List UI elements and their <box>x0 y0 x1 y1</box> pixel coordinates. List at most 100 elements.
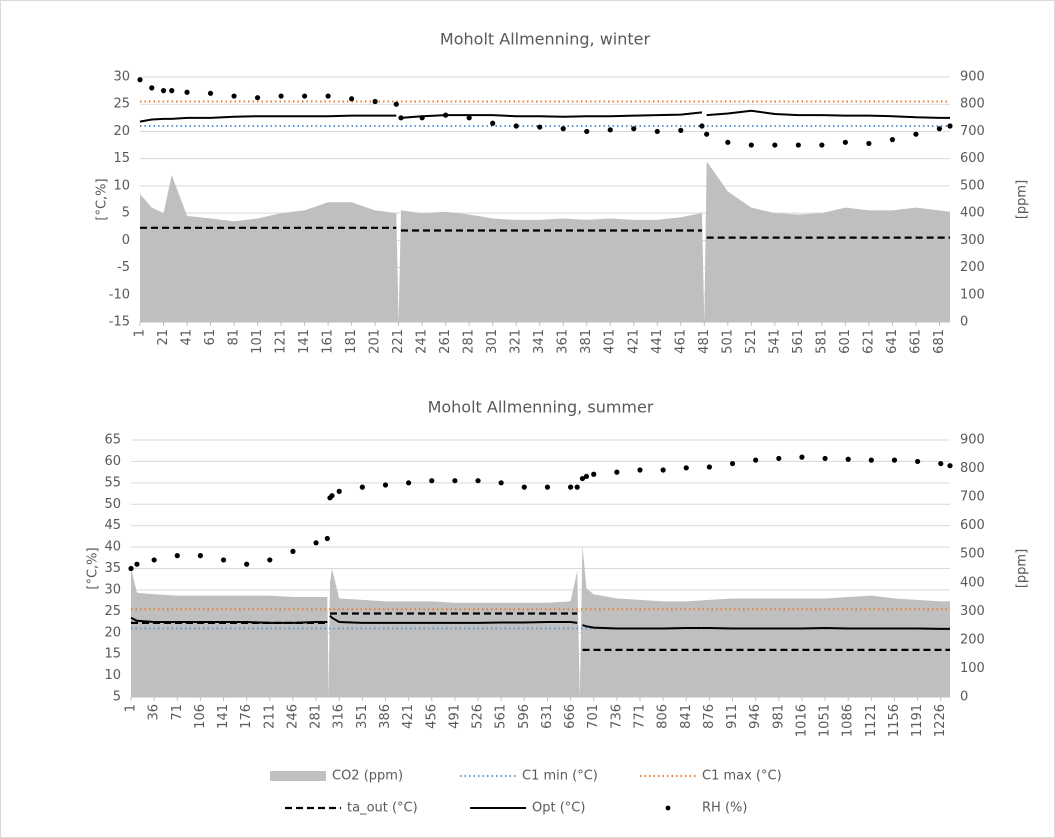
dot <box>842 139 848 145</box>
dot <box>452 478 458 484</box>
x-tick-label: 361 <box>556 329 571 354</box>
x-tick-label: 661 <box>908 329 923 354</box>
x-tick-label: 1 <box>133 329 148 337</box>
x-tick-label: 1 <box>124 704 139 712</box>
dot <box>704 131 710 137</box>
y-tick-label: 35 <box>104 561 121 576</box>
dot <box>169 88 175 94</box>
dot <box>382 482 389 488</box>
y-tick-label: -15 <box>109 315 130 330</box>
dot <box>891 457 898 463</box>
y-tick-label: 30 <box>113 70 130 85</box>
dot <box>336 488 342 494</box>
y-tick-label: 5 <box>113 690 121 705</box>
dot <box>406 480 412 486</box>
dot <box>149 85 155 91</box>
legend-swatch <box>665 805 671 811</box>
dot <box>583 473 590 480</box>
dot <box>466 115 472 121</box>
x-tick-label: 806 <box>656 704 671 729</box>
dot <box>537 124 543 130</box>
x-tick-label: 1191 <box>910 704 925 737</box>
x-tick-label: 316 <box>332 704 347 729</box>
dot <box>560 126 566 132</box>
y2-tick-label: 0 <box>960 315 968 330</box>
y-tick-label: 15 <box>104 647 121 662</box>
x-tick-label: 876 <box>702 704 717 729</box>
dot <box>278 93 284 99</box>
dot <box>197 553 204 559</box>
dot <box>699 123 705 129</box>
x-tick-label: 71 <box>170 704 185 721</box>
dot <box>936 126 943 132</box>
line <box>140 226 950 239</box>
x-tick-label: 281 <box>462 329 477 354</box>
dot <box>498 480 504 486</box>
x-tick-label: 246 <box>285 704 300 729</box>
dot <box>913 131 919 137</box>
y-tick-label: 45 <box>104 518 121 533</box>
dot <box>748 142 754 148</box>
x-tick-label: 501 <box>720 329 735 354</box>
x-tick-label: 81 <box>227 329 242 346</box>
x-tick-label: 441 <box>650 329 665 354</box>
dot <box>614 469 620 475</box>
y-tick-label: 25 <box>113 97 130 112</box>
x-tick-label: 201 <box>368 329 383 354</box>
y2-tick-label: 500 <box>960 547 985 562</box>
x-tick-label: 621 <box>861 329 876 354</box>
y2-axis-label: [ppm] <box>1015 549 1030 588</box>
x-tick-label: 631 <box>540 704 555 729</box>
dot <box>631 126 637 132</box>
y2-tick-label: 700 <box>960 490 985 505</box>
dot <box>220 557 227 563</box>
y-tick-label: 15 <box>113 151 130 166</box>
dot <box>822 455 828 462</box>
y2-tick-label: 900 <box>960 70 985 85</box>
x-tick-label: 1226 <box>933 704 948 737</box>
x-tick-label: 681 <box>932 329 947 354</box>
dot <box>729 460 736 467</box>
y-tick-label: 65 <box>104 433 121 448</box>
dot <box>419 115 425 121</box>
x-tick-label: 666 <box>563 704 578 729</box>
dot <box>128 565 134 572</box>
dot <box>160 88 167 94</box>
dot <box>184 89 190 95</box>
dot <box>753 457 759 463</box>
x-tick-label: 121 <box>274 329 289 354</box>
y-axis-label: [°C,%] <box>95 178 110 220</box>
y2-tick-label: 300 <box>960 604 985 619</box>
dot <box>521 484 527 490</box>
dot <box>313 540 319 546</box>
y2-tick-label: 200 <box>960 632 985 647</box>
dot <box>349 96 355 102</box>
line <box>130 614 950 630</box>
y2-tick-label: 100 <box>960 661 985 676</box>
y2-tick-label: 200 <box>960 260 985 275</box>
y-tick-label: 25 <box>104 604 121 619</box>
x-tick-label: 1051 <box>818 704 833 737</box>
x-tick-label: 981 <box>771 704 786 729</box>
dot <box>947 123 953 129</box>
dot <box>799 454 805 460</box>
dot <box>324 535 330 542</box>
y-tick-label: 30 <box>104 582 121 597</box>
line <box>139 109 950 123</box>
x-tick-label: 181 <box>344 329 359 354</box>
dot <box>429 478 435 484</box>
dot <box>889 137 895 143</box>
dot <box>845 456 851 462</box>
dot <box>207 90 214 96</box>
legend-label: ta_out (°C) <box>347 801 418 816</box>
y-tick-label: -10 <box>109 287 130 302</box>
y2-tick-label: 600 <box>960 151 985 166</box>
x-tick-label: 241 <box>415 329 430 354</box>
dot <box>372 98 378 105</box>
dot <box>579 475 586 482</box>
dot <box>290 548 296 554</box>
y-tick-label: -5 <box>117 260 130 275</box>
y2-axis-label: [ppm] <box>1015 180 1030 219</box>
